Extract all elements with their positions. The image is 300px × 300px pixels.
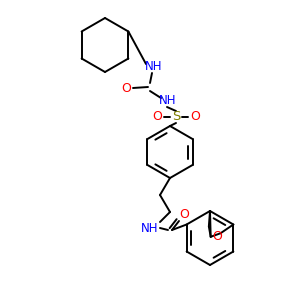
Text: S: S (172, 110, 180, 124)
Text: O: O (212, 230, 222, 243)
Text: NH: NH (145, 61, 163, 74)
Text: O: O (179, 208, 189, 220)
Text: NH: NH (159, 94, 177, 107)
Text: NH: NH (141, 221, 159, 235)
Text: O: O (152, 110, 162, 124)
Text: O: O (190, 110, 200, 124)
Text: O: O (121, 82, 131, 94)
